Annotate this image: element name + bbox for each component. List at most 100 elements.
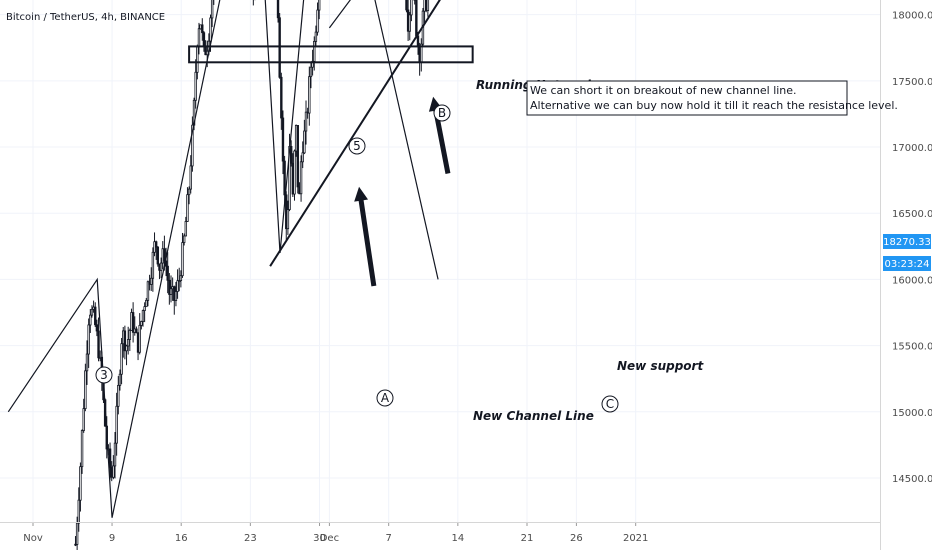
symbol-title[interactable]: Bitcoin / TetherUS, 4h, BINANCE bbox=[6, 12, 165, 23]
candle-body bbox=[196, 46, 199, 73]
candle-body bbox=[85, 353, 89, 372]
candle-body bbox=[135, 328, 138, 334]
candle-body bbox=[202, 32, 206, 47]
candle-body bbox=[184, 221, 188, 237]
candle-body bbox=[117, 384, 120, 407]
last-price-value: 18270.33 bbox=[883, 237, 931, 248]
candle-body bbox=[108, 448, 112, 468]
candle-body bbox=[181, 242, 184, 277]
candle-body bbox=[303, 130, 306, 154]
candle-body bbox=[89, 314, 92, 326]
last-price-tag-bg bbox=[883, 234, 931, 249]
time-tick-label: 23 bbox=[244, 533, 257, 544]
candle-body bbox=[150, 277, 153, 285]
wave-label-b: B bbox=[433, 104, 451, 122]
candle-body bbox=[301, 152, 304, 163]
candle-body bbox=[179, 275, 183, 282]
wave-label-a: A bbox=[376, 389, 394, 407]
countdown-tag-bg bbox=[883, 256, 931, 271]
candle-body bbox=[141, 310, 145, 322]
grid bbox=[0, 0, 880, 522]
candle-body bbox=[189, 165, 192, 190]
wave-path bbox=[7, 0, 439, 518]
candle-body bbox=[178, 280, 181, 283]
candle-body bbox=[209, 17, 212, 42]
candle-body bbox=[166, 265, 169, 281]
price-tick-label: 14500.00 bbox=[892, 474, 932, 485]
time-tick-label: 9 bbox=[109, 533, 115, 544]
candle-body bbox=[84, 370, 87, 409]
candle-body bbox=[115, 405, 118, 444]
candle-body bbox=[159, 262, 163, 271]
time-tick-label: 7 bbox=[385, 533, 391, 544]
time-tick-label: 30 bbox=[313, 533, 326, 544]
candle-body bbox=[314, 31, 318, 42]
new-support-label: New support bbox=[617, 359, 704, 373]
time-tick-label: 21 bbox=[521, 533, 534, 544]
candle-body bbox=[289, 145, 293, 164]
candle-body bbox=[416, 35, 420, 47]
candle-body bbox=[316, 9, 319, 33]
arrow-new-support bbox=[428, 96, 451, 174]
wave-label-c-text: C bbox=[606, 397, 614, 411]
candle-body bbox=[176, 280, 179, 292]
price-tick-label: 16000.00 bbox=[892, 275, 932, 286]
candle-body bbox=[125, 345, 128, 352]
inner-channel bbox=[328, 0, 351, 29]
candle-body bbox=[75, 522, 79, 545]
wave-label-b-text: B bbox=[438, 106, 446, 120]
candle-body bbox=[154, 241, 158, 248]
time-tick-label: 2021 bbox=[623, 533, 648, 544]
candle-body bbox=[146, 281, 150, 301]
candle-body bbox=[293, 150, 296, 195]
candle-body bbox=[280, 76, 283, 119]
candle-body bbox=[77, 499, 80, 524]
drawings bbox=[7, 0, 474, 518]
price-tick-label: 15000.00 bbox=[892, 408, 932, 419]
note-line-2: Alternative we can buy now hold it till … bbox=[530, 99, 898, 112]
candle-body bbox=[113, 442, 117, 467]
candle-body bbox=[151, 251, 155, 279]
note-box bbox=[526, 80, 848, 116]
candle-body bbox=[112, 465, 115, 478]
candle-body bbox=[163, 248, 166, 262]
candle-body bbox=[276, 0, 280, 19]
candle-body bbox=[194, 71, 197, 101]
candle-body bbox=[281, 117, 285, 162]
candle-body bbox=[415, 0, 418, 37]
candle-body bbox=[131, 312, 135, 333]
channel-line bbox=[269, 0, 441, 267]
candle-body bbox=[94, 306, 97, 326]
price-tick-label: 16500.00 bbox=[892, 209, 932, 220]
last-price-tag[interactable]: 18270.33 03:23:24 bbox=[883, 234, 931, 271]
price-axis[interactable]: 14500.00 15000.00 15500.00 16000.00 16500.00… bbox=[892, 0, 932, 485]
candle-body bbox=[182, 235, 186, 243]
price-tick-label: 17000.00 bbox=[892, 143, 932, 154]
candle-body bbox=[410, 0, 413, 16]
candle-body bbox=[145, 299, 148, 308]
price-tick-label: 18000.00 bbox=[892, 11, 932, 22]
candle-body bbox=[187, 188, 191, 196]
candle-body bbox=[308, 76, 311, 114]
wave-label-3: 3 bbox=[95, 366, 113, 384]
candle-body bbox=[296, 125, 299, 188]
wave-label-5: 5 bbox=[348, 137, 366, 155]
candle-body bbox=[201, 24, 204, 34]
candle-body bbox=[169, 288, 173, 295]
candle-body bbox=[80, 430, 84, 468]
candle-body bbox=[97, 330, 100, 359]
candle-body bbox=[317, 0, 321, 11]
candle-body bbox=[313, 41, 316, 62]
candle-body bbox=[186, 194, 189, 222]
price-tick-label: 15500.00 bbox=[892, 342, 932, 353]
candle-body bbox=[156, 246, 160, 265]
candle-body bbox=[82, 408, 85, 431]
candle-body bbox=[283, 160, 286, 196]
candle-body bbox=[118, 373, 122, 386]
candle-body bbox=[120, 343, 123, 375]
candle-body bbox=[304, 111, 308, 132]
candle-body bbox=[138, 324, 141, 353]
